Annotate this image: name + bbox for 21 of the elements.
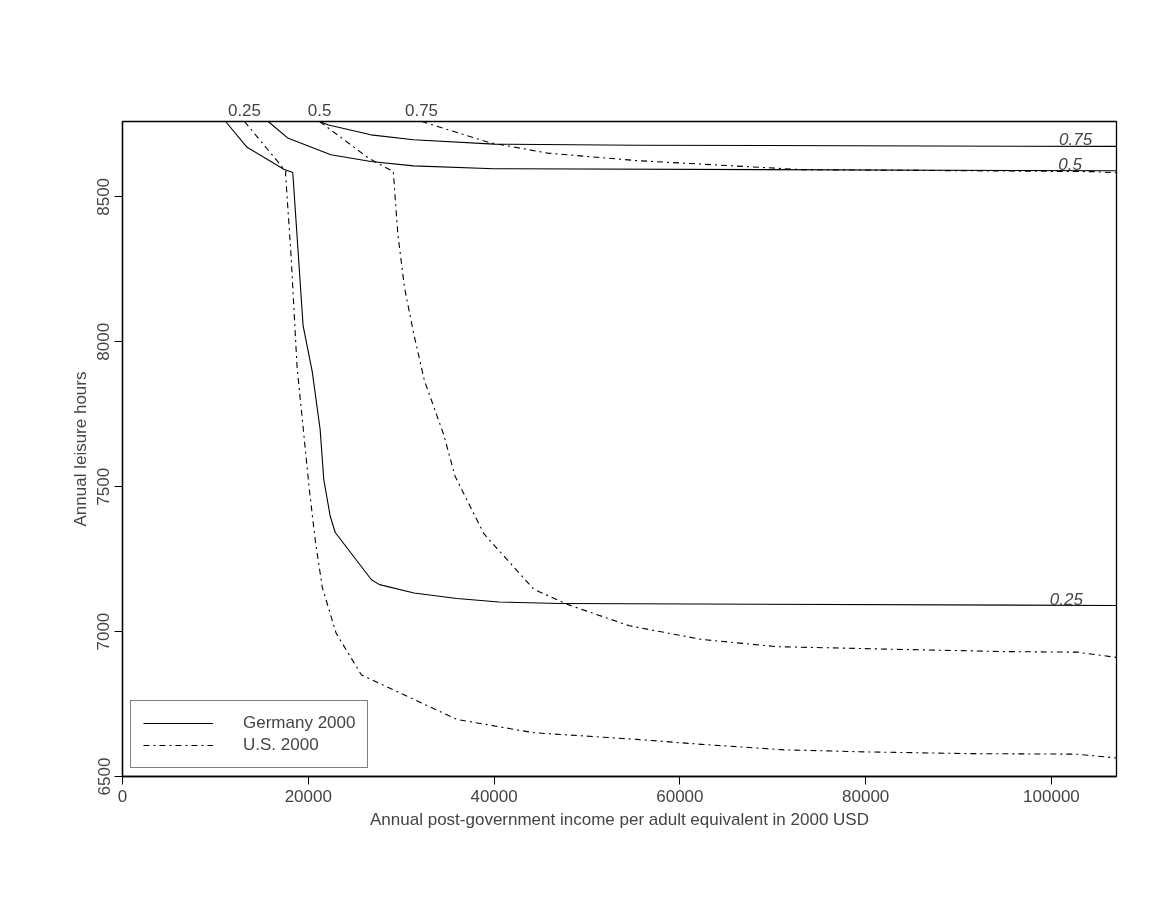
y-tick-label: 7500 xyxy=(94,467,114,506)
x-tick-label: 80000 xyxy=(842,786,890,806)
annotation: 0.75 xyxy=(404,100,439,120)
annotation: 0.25 xyxy=(227,100,262,120)
y-axis-title: Annual leisure hours xyxy=(70,371,90,527)
annotation: 0.75 xyxy=(1059,130,1093,150)
legend-label: U.S. 2000 xyxy=(243,735,319,755)
y-tick-label: 6500 xyxy=(94,757,114,796)
y-tick-label: 7000 xyxy=(94,612,114,651)
x-tick-label: 0 xyxy=(117,786,128,806)
x-tick-label: 60000 xyxy=(656,786,704,806)
y-tick-label: 8500 xyxy=(94,177,114,216)
legend-label: Germany 2000 xyxy=(243,713,356,733)
x-axis-title: Annual post-government income per adult equivalent in 2000 USD xyxy=(370,809,869,829)
x-tick-label: 20000 xyxy=(284,786,332,806)
x-tick-label: 100000 xyxy=(1023,786,1080,806)
x-tick-label: 40000 xyxy=(470,786,518,806)
y-tick-label: 8000 xyxy=(94,322,114,361)
annotation: 0.5 xyxy=(1058,154,1083,174)
annotation: 0.5 xyxy=(307,100,332,120)
annotation: 0.25 xyxy=(1049,589,1084,609)
